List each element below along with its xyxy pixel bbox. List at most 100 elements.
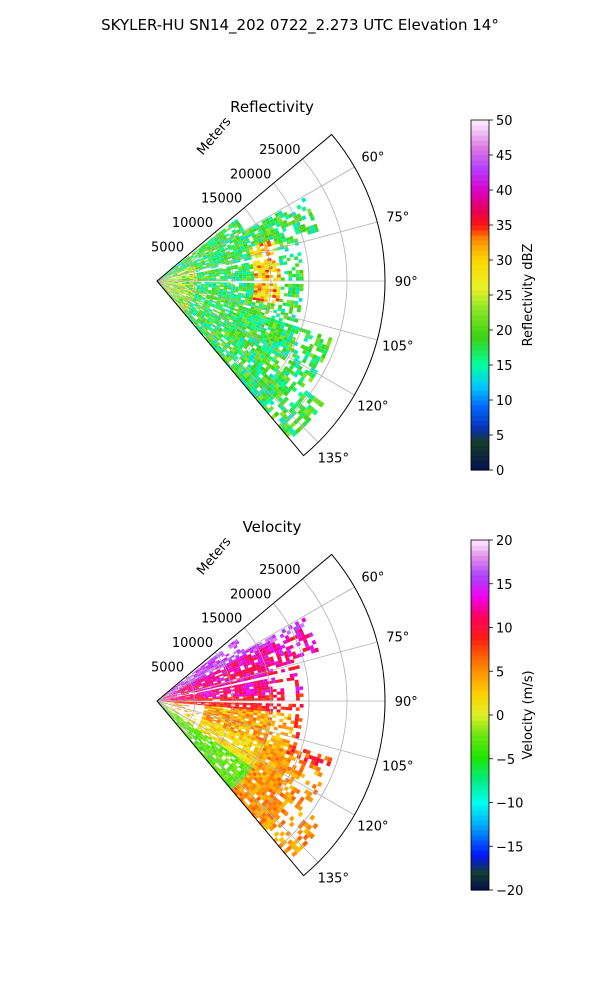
colorbar-tick-label: −15 bbox=[496, 840, 523, 855]
radar-cell bbox=[170, 703, 175, 705]
radar-cell bbox=[274, 351, 280, 357]
grid-spoke bbox=[156, 700, 378, 761]
radar-cell bbox=[215, 708, 220, 710]
radar-cell bbox=[287, 327, 292, 332]
radar-cell bbox=[261, 376, 267, 382]
radar-cell bbox=[167, 270, 171, 273]
radar-cell bbox=[295, 270, 300, 274]
grid-spoke bbox=[156, 280, 355, 396]
radar-cell bbox=[233, 371, 239, 377]
radar-cell bbox=[238, 284, 243, 287]
radar-cell bbox=[208, 669, 213, 673]
radar-cell bbox=[229, 338, 235, 343]
radar-cell bbox=[226, 689, 231, 693]
radar-cell bbox=[242, 671, 247, 675]
radar-cell bbox=[271, 720, 276, 724]
radar-cell bbox=[229, 308, 234, 312]
radar-cell bbox=[161, 695, 166, 698]
radar-cell bbox=[194, 255, 198, 259]
colorbar-swatch bbox=[471, 365, 489, 371]
radar-cell bbox=[279, 335, 285, 340]
radar-cell bbox=[200, 260, 205, 263]
radar-cell bbox=[295, 707, 300, 711]
radar-cell bbox=[268, 793, 274, 799]
radar-cell bbox=[170, 279, 175, 281]
radar-cell bbox=[204, 734, 209, 739]
radar-cell bbox=[170, 283, 175, 286]
radar-cell bbox=[255, 244, 261, 248]
radar-cell bbox=[183, 688, 188, 691]
colorbar-swatch bbox=[471, 235, 489, 241]
radar-cell bbox=[269, 772, 275, 778]
radar-cell bbox=[192, 732, 197, 736]
radar-cell bbox=[326, 761, 332, 767]
radar-cell bbox=[232, 248, 238, 252]
radar-cell bbox=[245, 370, 251, 376]
grid-spoke bbox=[156, 221, 378, 282]
radar-cell bbox=[185, 295, 190, 298]
radar-cell bbox=[214, 713, 219, 716]
radar-cell bbox=[223, 345, 228, 350]
radar-cell bbox=[166, 282, 171, 284]
radar-cell bbox=[195, 258, 200, 262]
radar-cell bbox=[226, 712, 231, 716]
radar-cell bbox=[202, 754, 207, 759]
radar-cell bbox=[222, 229, 228, 234]
radar-cell bbox=[197, 246, 202, 251]
radar-cell bbox=[237, 729, 242, 733]
radar-cell bbox=[226, 291, 231, 294]
radar-cell bbox=[191, 312, 196, 317]
radar-cell bbox=[250, 786, 255, 791]
radar-cell bbox=[234, 251, 239, 256]
radar-cell bbox=[305, 416, 312, 423]
radar-cell bbox=[232, 357, 238, 362]
radar-cell bbox=[238, 752, 243, 757]
radar-cell bbox=[208, 328, 213, 332]
radar-cell bbox=[279, 778, 285, 784]
radar-cell bbox=[169, 273, 173, 276]
radar-cell bbox=[236, 740, 241, 745]
radar-cell bbox=[194, 675, 198, 679]
radar-cell bbox=[264, 681, 269, 685]
radar-cell bbox=[182, 698, 186, 700]
radar-cell bbox=[238, 688, 243, 691]
radar-cell bbox=[299, 686, 304, 690]
radar-cell bbox=[207, 749, 212, 754]
radar-cell bbox=[219, 354, 224, 359]
radar-cell bbox=[263, 400, 270, 406]
radar-cell bbox=[249, 714, 254, 718]
r-tick-label: 10000 bbox=[172, 636, 213, 651]
radar-cell bbox=[273, 787, 279, 793]
radar-cell bbox=[295, 326, 301, 331]
radar-cell bbox=[189, 255, 194, 259]
radar-cell bbox=[211, 689, 216, 692]
radar-cell bbox=[238, 710, 243, 714]
radar-cell bbox=[245, 684, 250, 688]
colorbar-tick-label: 15 bbox=[496, 578, 513, 593]
radar-cell bbox=[166, 282, 171, 284]
radar-cell bbox=[161, 704, 165, 708]
radar-cell bbox=[198, 255, 203, 259]
radar-cell bbox=[182, 702, 186, 704]
radar-cell bbox=[268, 646, 274, 651]
radar-cell bbox=[255, 774, 260, 779]
radar-cell bbox=[252, 719, 257, 723]
radar-cell bbox=[263, 356, 269, 361]
radar-cell bbox=[206, 674, 211, 678]
radar-cell bbox=[163, 279, 167, 281]
radar-cell bbox=[227, 734, 232, 738]
radar-cell bbox=[173, 287, 177, 289]
radar-cell bbox=[207, 687, 212, 690]
colorbar-tick-label: 45 bbox=[496, 149, 513, 164]
radar-cell bbox=[253, 292, 258, 296]
radar-cell bbox=[173, 273, 178, 276]
radar-cell bbox=[285, 769, 291, 775]
radar-cell bbox=[216, 755, 221, 760]
radar-cell bbox=[173, 294, 177, 297]
radar-cell bbox=[258, 737, 264, 741]
radar-cell bbox=[189, 254, 193, 258]
radar-cell bbox=[225, 227, 231, 232]
radar-cell bbox=[196, 680, 201, 684]
radar-cell bbox=[162, 283, 166, 286]
radar-cell bbox=[186, 713, 191, 716]
